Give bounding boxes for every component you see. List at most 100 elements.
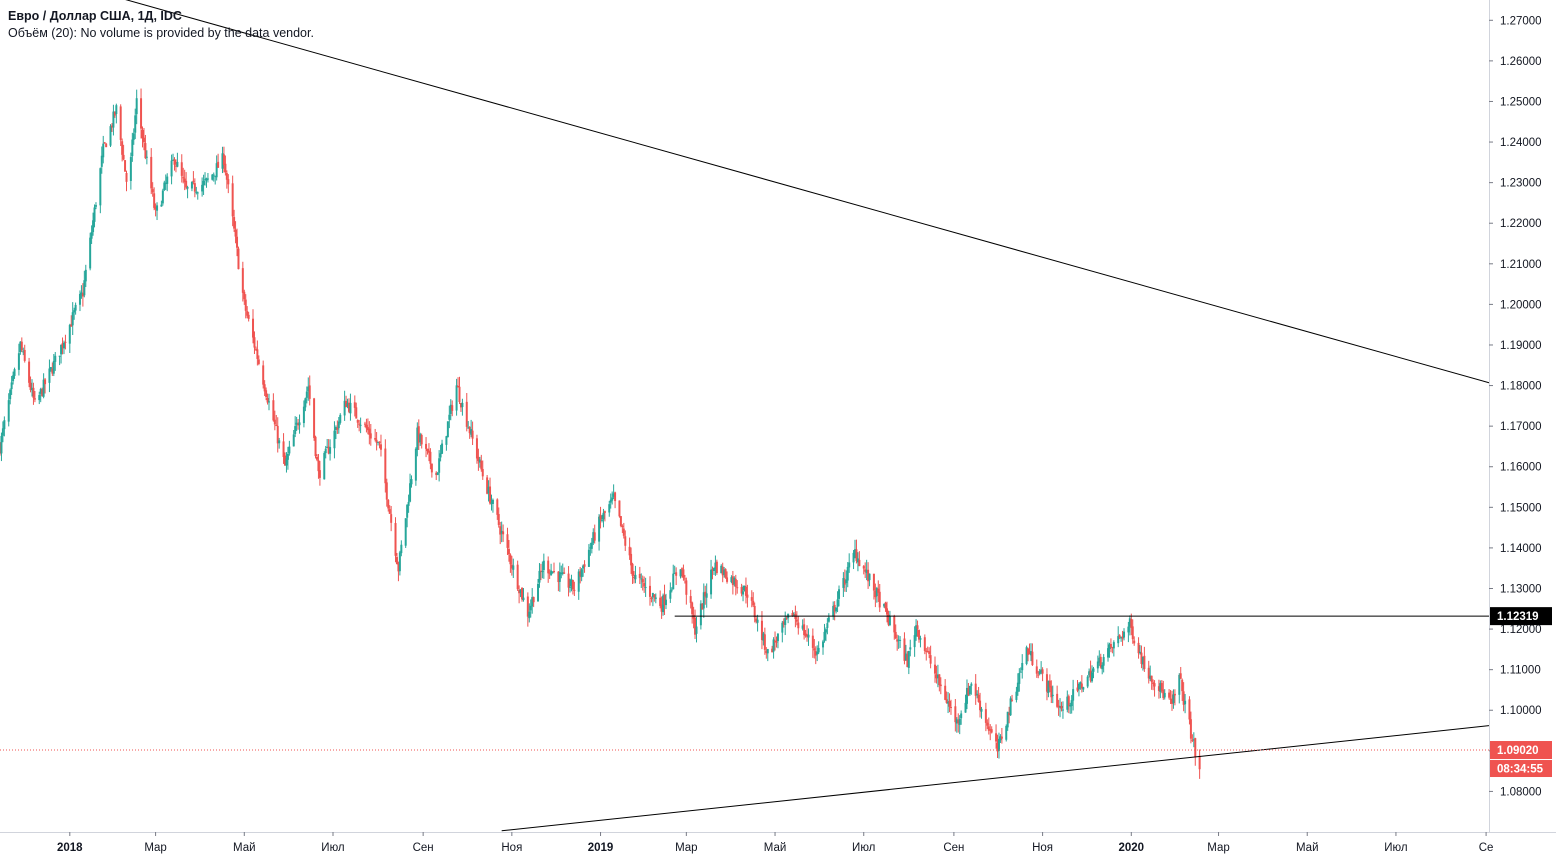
candle-236 bbox=[478, 456, 481, 468]
candle-body bbox=[801, 625, 804, 629]
lower-trendline[interactable] bbox=[501, 725, 1490, 832]
candle-157 bbox=[317, 454, 320, 479]
candle-468 bbox=[949, 699, 952, 715]
candle-582 bbox=[1182, 682, 1185, 712]
candle-84 bbox=[170, 154, 173, 185]
candle-body bbox=[172, 159, 175, 161]
candle-329 bbox=[669, 582, 672, 603]
candle-body bbox=[121, 141, 124, 155]
candle-body bbox=[430, 463, 433, 473]
candle-body bbox=[244, 299, 247, 311]
candle-body bbox=[711, 569, 714, 571]
candle-97 bbox=[195, 186, 198, 195]
candle-body bbox=[699, 603, 702, 626]
candle-body bbox=[481, 468, 484, 477]
candle-239 bbox=[486, 474, 489, 495]
candle-body bbox=[854, 549, 857, 554]
candle-body bbox=[195, 191, 198, 193]
price-scale[interactable]: 1.080001.090001.100001.110001.120001.130… bbox=[1489, 15, 1542, 798]
candle-body bbox=[1159, 683, 1162, 692]
candle-body bbox=[298, 422, 301, 426]
candle-244 bbox=[496, 498, 499, 520]
candle-177 bbox=[358, 419, 361, 432]
candle-257 bbox=[521, 587, 524, 602]
candle-282 bbox=[571, 579, 574, 595]
candle-body bbox=[292, 434, 295, 447]
candle-475 bbox=[965, 679, 968, 710]
candle-body bbox=[1006, 711, 1009, 728]
candle-body bbox=[1092, 668, 1095, 672]
candle-body bbox=[923, 637, 926, 651]
candle-362 bbox=[734, 574, 737, 596]
candle-322 bbox=[653, 594, 656, 602]
candle-268 bbox=[542, 553, 545, 579]
candle-178 bbox=[359, 417, 362, 434]
candle-350 bbox=[711, 566, 714, 580]
candle-547 bbox=[1111, 646, 1114, 654]
candle-body bbox=[577, 571, 580, 592]
candle-body bbox=[752, 600, 755, 606]
candle-50 bbox=[100, 146, 103, 174]
upper-trendline[interactable] bbox=[0, 0, 1490, 384]
candle-460 bbox=[935, 665, 938, 684]
candle-439 bbox=[893, 614, 896, 640]
candle-body bbox=[984, 709, 987, 723]
candle-body bbox=[856, 558, 859, 563]
candle-body bbox=[753, 605, 756, 618]
candle-body bbox=[1037, 674, 1040, 676]
axes bbox=[0, 0, 1556, 833]
candle-body bbox=[247, 314, 250, 319]
candle-571 bbox=[1160, 680, 1163, 694]
candle-428 bbox=[868, 573, 871, 587]
candle-body bbox=[1178, 674, 1181, 695]
candle-209 bbox=[425, 437, 428, 458]
candle-body bbox=[500, 530, 503, 534]
y-tick-label: 1.11000 bbox=[1500, 665, 1541, 677]
candle-221 bbox=[448, 405, 451, 429]
candle-body bbox=[1047, 680, 1050, 694]
candle-550 bbox=[1118, 634, 1121, 640]
candle-body bbox=[518, 590, 521, 594]
candle-body bbox=[784, 618, 787, 626]
candle-body bbox=[955, 719, 958, 724]
symbol-title[interactable]: Евро / Доллар США, 1Д, IDC bbox=[8, 9, 182, 23]
candle-527 bbox=[1070, 695, 1073, 714]
candle-body bbox=[278, 440, 281, 444]
candle-313 bbox=[634, 565, 637, 584]
candle-body bbox=[715, 561, 718, 573]
candle-body bbox=[334, 427, 337, 430]
candle-128 bbox=[257, 355, 260, 366]
drawings[interactable] bbox=[0, 0, 1490, 832]
candle-body bbox=[176, 161, 179, 167]
time-scale[interactable]: 2018 Мар Май Июл Сен Ноя 2019 Мар Май Июл Сен Ноя 20… bbox=[57, 832, 1493, 854]
candle-body bbox=[1184, 700, 1187, 705]
candle-body bbox=[838, 589, 841, 599]
candle-37 bbox=[73, 307, 76, 320]
candle-259 bbox=[526, 592, 529, 627]
candle-525 bbox=[1067, 694, 1070, 714]
candle-24 bbox=[48, 359, 51, 393]
candle-559 bbox=[1137, 637, 1140, 659]
candle-body bbox=[39, 388, 42, 394]
candle-519 bbox=[1056, 685, 1059, 709]
candle-266 bbox=[539, 563, 542, 581]
candle-77 bbox=[154, 203, 157, 217]
candle-body bbox=[1061, 709, 1064, 711]
candle-137 bbox=[276, 417, 279, 453]
candle-455 bbox=[925, 647, 928, 661]
candle-body bbox=[487, 486, 490, 494]
candle-body bbox=[721, 566, 724, 576]
candle-151 bbox=[305, 386, 308, 404]
candle-body bbox=[273, 419, 276, 425]
candle-467 bbox=[948, 693, 951, 713]
candle-277 bbox=[561, 563, 564, 576]
candle-body bbox=[1162, 689, 1165, 699]
candle-241 bbox=[489, 477, 492, 505]
candle-505 bbox=[1027, 647, 1030, 662]
candle-body bbox=[694, 617, 697, 635]
candle-body bbox=[19, 341, 22, 353]
candle-16 bbox=[30, 379, 33, 397]
candle-body bbox=[358, 423, 361, 425]
candle-body bbox=[1120, 636, 1123, 639]
